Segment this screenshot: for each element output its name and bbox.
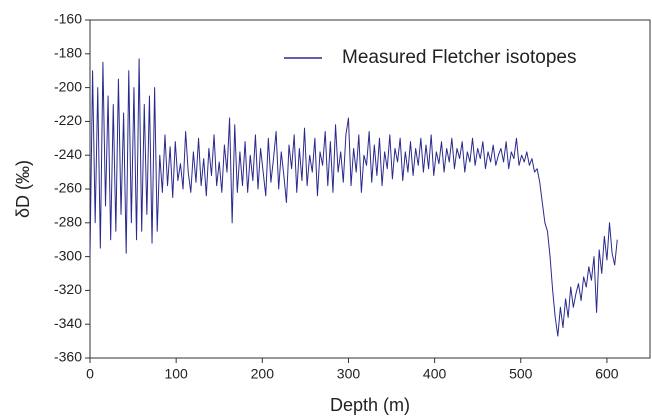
x-tick-label: 0 [86,366,94,382]
y-tick-label: -220 [54,112,82,128]
y-tick-label: -280 [54,214,82,230]
data-line [89,58,618,337]
x-tick-label: 500 [509,366,533,382]
y-tick-label: -260 [54,180,82,196]
x-axis-label: Depth (m) [330,395,410,415]
x-tick-label: 100 [164,366,188,382]
x-tick-label: 600 [595,366,619,382]
x-tick-label: 300 [337,366,361,382]
legend-label: Measured Fletcher isotopes [342,47,576,68]
y-tick-label: -340 [54,315,82,331]
x-tick-label: 400 [423,366,447,382]
y-tick-label: -200 [54,78,82,94]
y-tick-label: -240 [54,146,82,162]
x-tick-label: 200 [251,366,275,382]
y-tick-label: -300 [54,247,82,263]
y-tick-label: -360 [54,349,82,365]
y-axis-label: δD (‰) [13,160,33,218]
y-tick-label: -160 [54,11,82,27]
plot-frame [89,19,651,359]
y-tick-label: -180 [54,45,82,61]
y-tick-label: -320 [54,281,82,297]
